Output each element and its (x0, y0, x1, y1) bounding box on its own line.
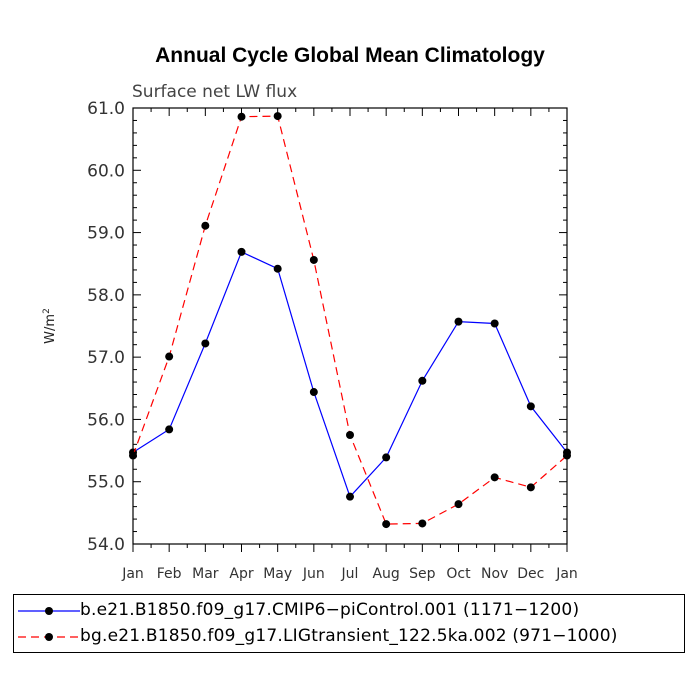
y-tick-label: 60.0 (87, 161, 125, 181)
chart-subtitle: Surface net LW flux (132, 82, 297, 102)
data-point-series-1 (165, 425, 174, 434)
data-point-series-2 (418, 519, 427, 528)
y-tick-label: 56.0 (87, 410, 125, 430)
legend-marker-series-1 (18, 607, 80, 615)
series-line-2 (132, 115, 568, 525)
data-point-series-2 (165, 352, 174, 361)
series-line-1 (132, 251, 568, 498)
y-tick-label: 61.0 (87, 99, 125, 119)
x-tick-label: Oct (446, 566, 471, 582)
data-point-series-1 (382, 453, 391, 462)
x-tick-label: Apr (229, 566, 253, 582)
data-point-series-2 (526, 483, 535, 492)
x-tick-label: Nov (481, 566, 508, 582)
y-tick-label: 58.0 (87, 286, 125, 306)
data-point-series-2 (309, 255, 318, 264)
data-point-series-1 (346, 492, 354, 501)
data-point-series-1 (454, 317, 463, 326)
y-tick-label: 59.0 (87, 224, 125, 244)
data-point-series-2 (201, 221, 210, 230)
y-tick-label: 54.0 (87, 535, 125, 555)
plot-frame (132, 107, 568, 545)
data-point-series-2 (490, 473, 499, 482)
legend-marker-series-2 (18, 633, 80, 641)
data-point-series-2 (273, 112, 282, 121)
data-point-series-1 (201, 339, 210, 348)
data-point-series-2 (563, 451, 571, 460)
x-tick-label: Jan (121, 566, 144, 582)
data-point-series-2 (382, 520, 391, 529)
legend-item-series-1: b.e21.B1850.f09_g17.CMIP6−piControl.001 … (14, 598, 684, 624)
data-point-series-2 (454, 500, 463, 509)
line-chart: Surface net LW flux 54.0 55.0 56.0 57.0 58.0… (42, 82, 578, 582)
legend-item-series-2: bg.e21.B1850.f09_g17.LIGtransient_122.5k… (14, 624, 684, 650)
legend-label-series-2: bg.e21.B1850.f09_g17.LIGtransient_122.5k… (80, 626, 618, 646)
data-point-series-2 (346, 431, 354, 439)
y-axis-label: W/m2 (42, 308, 58, 344)
x-tick-label: Dec (517, 566, 544, 582)
legend-label-series-1: b.e21.B1850.f09_g17.CMIP6−piControl.001 … (80, 600, 580, 620)
y-tick-label: 57.0 (87, 348, 125, 368)
x-tick-label: Mar (192, 566, 219, 582)
data-point-series-1 (273, 264, 282, 273)
x-tick-label: May (263, 566, 292, 582)
data-point-series-2 (237, 112, 246, 121)
data-point-series-2 (129, 451, 137, 460)
data-point-series-1 (418, 376, 427, 385)
chart-title: Annual Cycle Global Mean Climatology (155, 44, 545, 67)
data-point-series-1 (526, 402, 535, 411)
data-point-series-1 (309, 388, 318, 397)
x-tick-label: Feb (157, 566, 182, 582)
x-tick-label: Aug (372, 566, 399, 582)
x-tick-label: Sep (409, 566, 436, 582)
legend: b.e21.B1850.f09_g17.CMIP6−piControl.001 … (13, 594, 685, 653)
data-point-series-1 (237, 247, 246, 256)
y-tick-label: 55.0 (87, 473, 125, 493)
x-tick-label: Jan (555, 566, 578, 582)
x-tick-label: Jun (302, 566, 325, 582)
data-point-series-1 (490, 319, 499, 328)
x-tick-label: Jul (341, 566, 359, 582)
